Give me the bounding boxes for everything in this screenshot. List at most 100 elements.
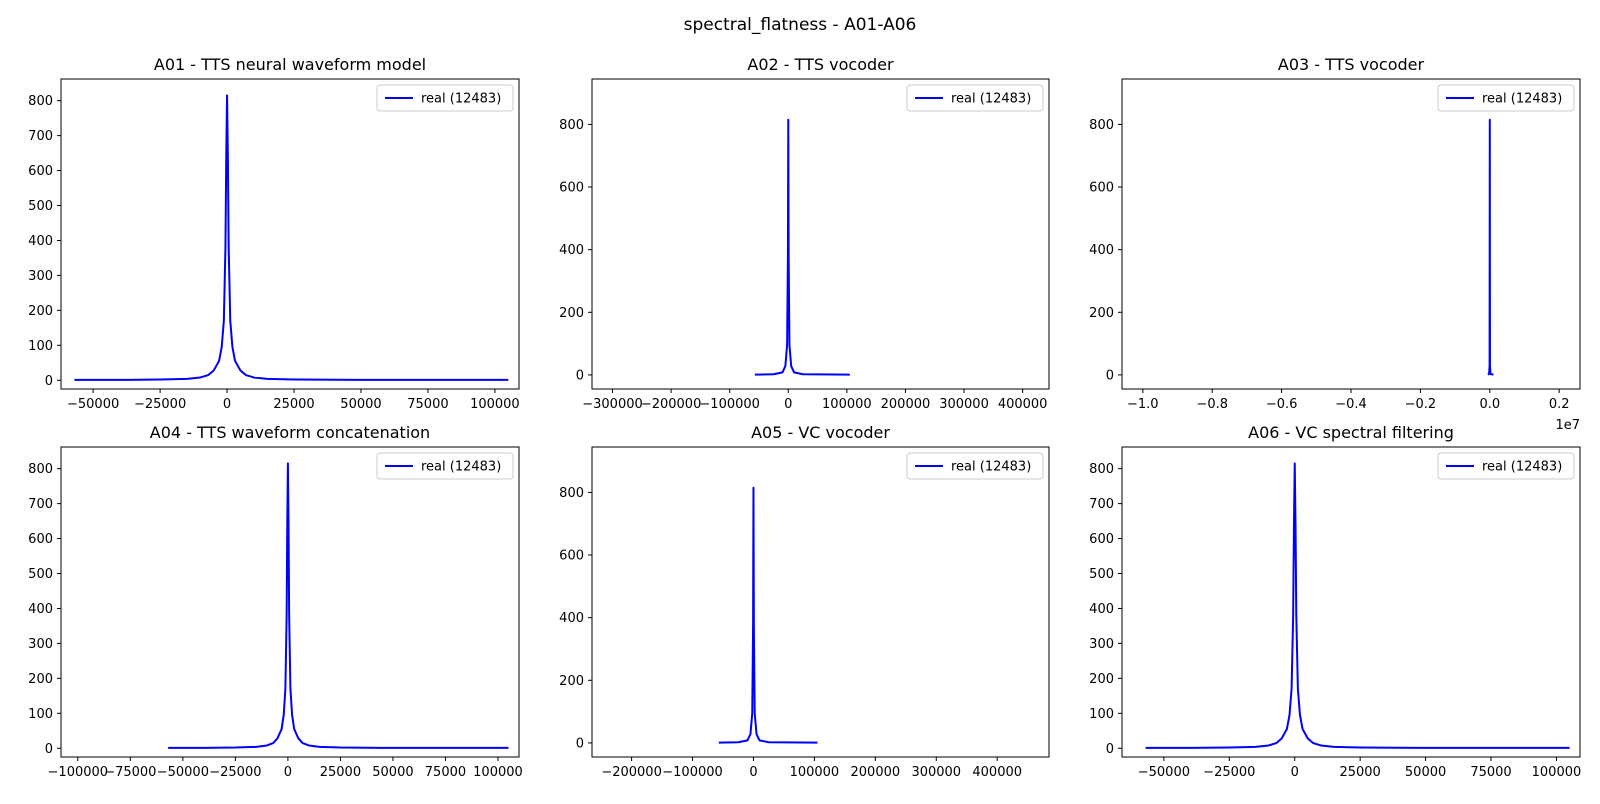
legend-box <box>906 452 1044 480</box>
x-offset-text: 1e7 <box>1555 418 1580 433</box>
legend-label: real (12483) <box>1482 92 1562 107</box>
y-tick-label: 700 <box>28 129 53 144</box>
y-tick-label: 600 <box>28 164 53 179</box>
x-tick-label: 0 <box>1291 765 1299 780</box>
x-tick-label: −75000 <box>104 765 156 780</box>
y-tick-label: 200 <box>1089 306 1114 321</box>
x-tick-label: 100000 <box>790 765 840 780</box>
x-tick-label: −0.4 <box>1335 397 1367 412</box>
subplot-1: A01 - TTS neural waveform model −50000 −25… <box>28 55 520 412</box>
y-tick-label: 0 <box>45 742 53 757</box>
figure-suptitle: spectral_flatness - A01-A06 <box>684 15 917 35</box>
x-tick-label: 200000 <box>881 397 931 412</box>
x-tick-label: 75000 <box>1470 765 1511 780</box>
x-tick-label: −25000 <box>134 397 186 412</box>
x-tick-label: 400000 <box>972 765 1022 780</box>
y-tick-label: 700 <box>1089 497 1114 512</box>
x-tick-label: −100000 <box>48 765 109 780</box>
x-tick-label: 0 <box>749 765 757 780</box>
series-line <box>718 486 818 744</box>
subplot-title: A03 - TTS vocoder <box>1278 55 1425 74</box>
legend-box <box>376 84 514 112</box>
x-tick-label: 50000 <box>1405 765 1446 780</box>
x-tick-label: 200000 <box>851 765 901 780</box>
y-tick-label: 0 <box>45 374 53 389</box>
y-tick-label: 800 <box>28 94 53 109</box>
subplot-title: A04 - TTS waveform concatenation <box>150 423 430 442</box>
x-tick-label: −100000 <box>662 765 723 780</box>
x-tick-label: 100000 <box>1532 765 1582 780</box>
y-tick-label: 400 <box>559 243 584 258</box>
y-tick-label: 600 <box>28 532 53 547</box>
axes-frame <box>591 78 1050 390</box>
subplot-title: A02 - TTS vocoder <box>747 55 894 74</box>
subplot-4: A04 - TTS waveform concatenation−100000−… <box>28 423 523 780</box>
y-tick-label: 100 <box>1089 707 1114 722</box>
axes-frame <box>60 446 520 758</box>
x-tick-label: 100000 <box>822 397 872 412</box>
x-tick-label: −50000 <box>157 765 209 780</box>
x-tick-label: −200000 <box>641 397 702 412</box>
x-tick-label: 100000 <box>473 765 523 780</box>
x-tick-label: 50000 <box>372 765 413 780</box>
y-tick-label: 700 <box>28 497 53 512</box>
legend-label: real (12483) <box>421 92 501 107</box>
y-tick-label: 300 <box>28 637 53 652</box>
axes-frame <box>60 78 520 390</box>
x-tick-label: −0.2 <box>1405 397 1437 412</box>
x-tick-label: 75000 <box>425 765 466 780</box>
y-tick-label: 100 <box>28 707 53 722</box>
y-tick-label: 400 <box>28 234 53 249</box>
series-line <box>1145 462 1570 749</box>
x-tick-label: 300000 <box>939 397 989 412</box>
y-tick-label: 600 <box>559 549 584 564</box>
x-tick-label: −0.6 <box>1266 397 1298 412</box>
subplot-title: A05 - VC vocoder <box>751 423 890 442</box>
y-tick-label: 200 <box>28 304 53 319</box>
x-tick-label: 0 <box>223 397 231 412</box>
x-tick-label: 0.2 <box>1549 397 1570 412</box>
x-tick-label: 25000 <box>273 397 314 412</box>
y-tick-label: 400 <box>559 611 584 626</box>
y-tick-label: 500 <box>1089 567 1114 582</box>
y-tick-label: 800 <box>559 118 584 133</box>
x-tick-label: 25000 <box>1339 765 1380 780</box>
y-tick-label: 600 <box>1089 181 1114 196</box>
legend-box <box>376 452 514 480</box>
legend-label: real (12483) <box>1482 460 1562 475</box>
legend-label: real (12483) <box>951 92 1031 107</box>
x-tick-label: −25000 <box>209 765 261 780</box>
y-tick-label: 0 <box>1106 368 1114 383</box>
series-line <box>754 118 850 376</box>
subplot-6: A06 - VC spectral filtering −50000 −25000 0… <box>1089 423 1581 780</box>
y-tick-label: 0 <box>1106 742 1114 757</box>
x-tick-label: −0.8 <box>1196 397 1228 412</box>
axes-frame <box>591 446 1050 758</box>
axes-frame <box>1121 78 1581 390</box>
legend-box <box>1437 84 1575 112</box>
y-tick-label: 0 <box>576 368 584 383</box>
y-tick-label: 600 <box>1089 532 1114 547</box>
legend-box <box>1437 452 1575 480</box>
y-tick-label: 800 <box>1089 462 1114 477</box>
y-tick-label: 200 <box>28 672 53 687</box>
x-tick-label: 0 <box>284 765 292 780</box>
y-tick-label: 400 <box>28 602 53 617</box>
axes-frame <box>1121 446 1581 758</box>
subplot-3: A03 - TTS vocoder −1.0 −0.8 −0.6 −0.4 −0.2 0.0… <box>1089 55 1581 433</box>
x-tick-label: −25000 <box>1203 765 1255 780</box>
subplot-5: A05 - VC vocoder −200000 −100000 0 100000 200… <box>559 423 1050 780</box>
subplot-title: A01 - TTS neural waveform model <box>154 55 426 74</box>
x-tick-label: 25000 <box>320 765 361 780</box>
y-tick-label: 200 <box>559 674 584 689</box>
y-tick-label: 200 <box>1089 672 1114 687</box>
y-tick-label: 200 <box>559 306 584 321</box>
subplot-title: A06 - VC spectral filtering <box>1248 423 1454 442</box>
series-line <box>1487 118 1494 376</box>
x-tick-label: −300000 <box>582 397 643 412</box>
y-tick-label: 800 <box>28 462 53 477</box>
y-tick-label: 400 <box>1089 243 1114 258</box>
x-tick-label: 300000 <box>911 765 961 780</box>
y-tick-label: 500 <box>28 199 53 214</box>
y-tick-label: 600 <box>559 181 584 196</box>
